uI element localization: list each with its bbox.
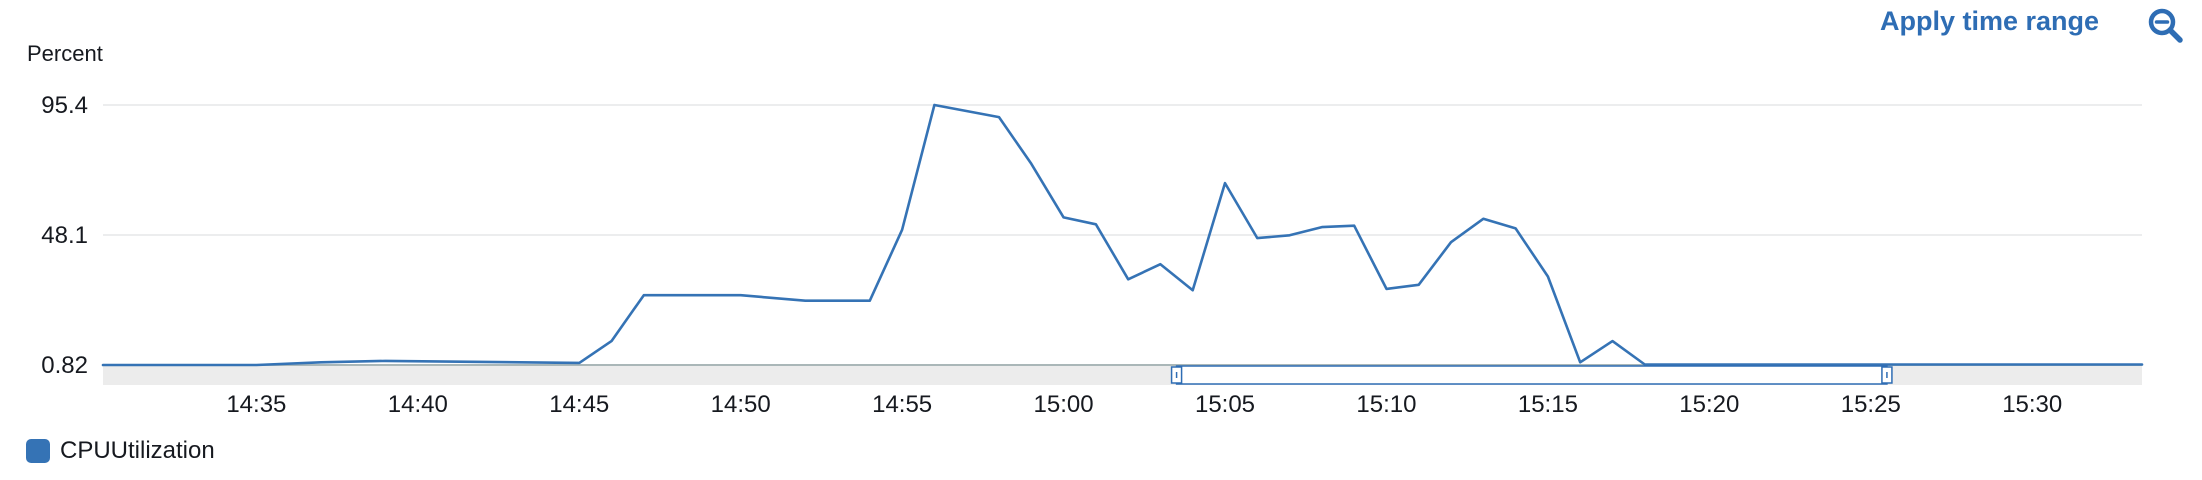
gridlines <box>103 104 2142 236</box>
series-layer <box>101 103 2144 367</box>
magnifier-minus-glyph <box>2148 8 2183 43</box>
x-tick-label: 14:50 <box>711 391 771 418</box>
x-tick-label: 15:20 <box>1679 391 1739 418</box>
x-tick-label: 15:10 <box>1356 391 1416 418</box>
y-axis-ticks: 95.4 48.1 0.82 <box>41 92 88 379</box>
selection-range[interactable] <box>1175 365 1888 385</box>
legend-label: CPUUtilization <box>60 437 215 464</box>
x-tick-label: 14:45 <box>549 391 609 418</box>
apply-time-range-button[interactable]: Apply time range <box>1880 6 2100 36</box>
zoom-out-icon[interactable] <box>2146 6 2186 46</box>
legend-swatch <box>26 439 50 463</box>
x-tick-label: 15:15 <box>1518 391 1578 418</box>
x-tick-label: 14:40 <box>388 391 448 418</box>
x-tick-label: 15:25 <box>1841 391 1901 418</box>
x-axis-ticks: 14:35 14:40 14:45 14:50 14:55 15:00 15:05 15:10… <box>226 391 2062 418</box>
x-tick-label: 15:00 <box>1034 391 1094 418</box>
legend-item-cpuutilization[interactable]: CPUUtilization <box>26 434 215 468</box>
series-line-cpuutilization <box>101 103 2144 367</box>
time-range-selection[interactable] <box>1170 365 1893 385</box>
y-axis-label: Percent <box>27 41 103 66</box>
x-tick-label: 15:30 <box>2002 391 2062 418</box>
y-tick-label: 48.1 <box>41 222 88 249</box>
y-tick-label: 95.4 <box>41 92 88 119</box>
x-tick-label: 15:05 <box>1195 391 1255 418</box>
x-tick-label: 14:35 <box>226 391 286 418</box>
y-tick-label: 0.82 <box>41 352 88 379</box>
x-tick-label: 14:55 <box>872 391 932 418</box>
